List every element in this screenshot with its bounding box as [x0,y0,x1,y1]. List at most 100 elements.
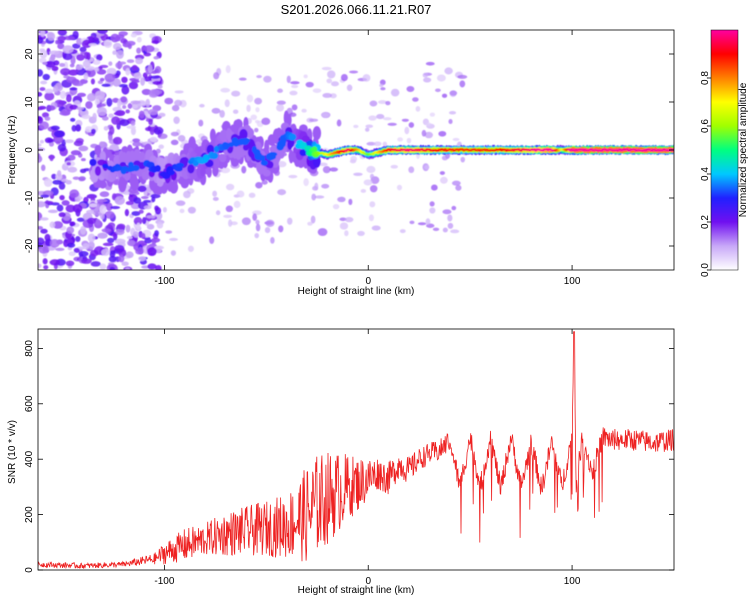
noise-blob [42,73,50,81]
noise-blob [113,111,123,116]
noise-blob [225,183,235,191]
noise-blob [379,83,384,88]
noise-blob [133,72,142,80]
noise-blob [101,83,111,87]
noise-blob [362,74,371,82]
noise-blob [65,260,75,267]
noise-blob [85,68,96,78]
noise-blob [371,225,381,231]
noise-blob [330,81,340,87]
noise-blob [401,118,409,122]
noise-blob [62,45,74,54]
noise-blob [73,140,84,147]
track-segment [141,171,150,181]
noise-blob [380,87,386,91]
noise-blob [305,81,314,88]
noise-blob [301,108,307,113]
noise-blob [435,88,441,93]
noise-blob [346,84,353,92]
noise-blob [270,237,275,244]
noise-blob [140,232,146,239]
noise-blob [131,64,138,71]
noise-blob [154,230,159,237]
noise-blob [415,106,421,112]
noise-blob [246,94,254,103]
noise-blob [47,209,59,214]
noise-blob [111,116,120,125]
track-segment [206,166,212,178]
noise-blob [187,206,196,214]
noise-blob [76,54,85,61]
noise-blob [45,60,56,68]
noise-blob [103,39,113,48]
track-segment [234,119,243,130]
noise-blob [303,178,309,187]
noise-blob [431,184,438,191]
noise-blob [137,246,144,255]
noise-blob [57,35,66,42]
colorbar-tick-label: 0.8 [700,71,711,85]
noise-blob [76,106,85,111]
noise-blob [423,77,432,83]
noise-blob [96,54,103,61]
noise-blob [66,76,77,83]
noise-blob [131,211,141,217]
track-segment [192,160,199,167]
track-segment [175,162,185,168]
noise-blob [136,36,142,43]
noise-blob [81,114,91,119]
noise-blob [289,90,298,96]
noise-blob [106,67,117,76]
noise-blob [56,204,64,212]
noise-blob [438,130,447,137]
track-segment [130,176,140,191]
noise-blob [40,164,46,172]
noise-blob [170,139,179,146]
noise-blob [87,209,94,214]
x-tick-label: -100 [154,576,174,587]
noise-blob [255,219,260,225]
noise-blob [102,242,114,247]
track-segment [297,157,305,169]
noise-blob [390,164,398,169]
noise-blob [248,192,256,198]
noise-blob [53,130,65,138]
noise-blob [152,80,163,85]
noise-blob [448,110,457,115]
noise-blob [86,217,96,225]
noise-blob [133,197,142,204]
track-segment [218,153,227,163]
noise-blob [133,217,143,226]
noise-blob [408,122,415,128]
noise-blob [135,57,143,65]
noise-blob [112,50,117,55]
noise-blob [220,167,231,174]
y-tick-label: 10 [24,96,35,108]
track-segment [213,145,220,153]
noise-blob [61,200,70,206]
noise-blob [69,189,80,198]
noise-blob [125,200,134,206]
noise-blob [459,80,466,88]
noise-blob [449,90,458,96]
noise-blob [57,43,65,50]
noise-blob [287,217,293,225]
noise-blob [321,112,330,118]
noise-blob [147,263,157,270]
noise-blob [96,103,107,107]
noise-blob [404,126,410,135]
noise-blob [115,50,124,59]
noise-blob [232,109,239,114]
colorbar: 0.0 0.2 0.4 0.6 0.8 Normalized spectral ampl… [700,29,749,277]
noise-blob [101,116,109,121]
noise-blob [108,255,117,263]
snr-line [38,331,674,570]
noise-blob [118,254,125,263]
y-tick-label: 0 [24,567,35,573]
noise-blob [120,96,128,103]
noise-blob [241,165,247,174]
track-segment [104,149,111,159]
noise-blob [425,61,435,66]
noise-blob [314,195,325,199]
noise-blob [142,72,148,79]
